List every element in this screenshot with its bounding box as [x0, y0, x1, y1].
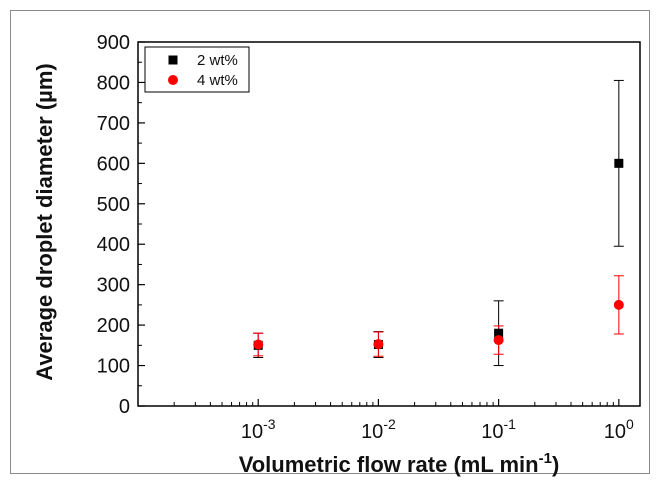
data-point-circle	[373, 339, 384, 350]
x-axis-title: Volumetric flow rate (mL min-1)	[239, 450, 560, 477]
y-tick-label: 600	[97, 153, 130, 175]
x-tick-label-exponent: -2	[383, 416, 396, 432]
y-tick-label: 400	[97, 234, 130, 256]
x-tick-label-exponent: -1	[504, 416, 517, 432]
x-tick-label-base: 10	[241, 421, 263, 443]
legend-label: 4 wt%	[197, 72, 238, 89]
y-tick-label: 700	[97, 113, 130, 135]
y-tick-label: 0	[119, 396, 130, 418]
data-point-square	[614, 158, 624, 168]
legend: 2 wt% 4 wt%	[144, 46, 250, 93]
data-point-circle	[613, 299, 624, 310]
plot-area-border	[137, 41, 641, 407]
data-point-circle	[493, 335, 504, 346]
legend-marker-circle	[168, 75, 178, 85]
x-tick-label-exponent: 0	[626, 416, 634, 432]
x-tick-label: 100	[604, 416, 634, 443]
y-tick-label: 200	[97, 315, 130, 337]
x-axis-title-superscript: -1	[539, 450, 552, 467]
y-tick-label: 800	[97, 72, 130, 94]
y-tick-label: 300	[97, 275, 130, 297]
data-point-circle	[253, 339, 264, 350]
x-tick-label-base: 10	[361, 421, 383, 443]
x-tick-label-base: 10	[604, 421, 626, 443]
x-tick-label-exponent: -3	[263, 416, 276, 432]
legend-label: 2 wt%	[197, 52, 238, 69]
data-marks-group	[253, 79, 624, 367]
x-tick-label: 10-3	[241, 416, 276, 443]
legend-box	[144, 46, 250, 93]
figure-frame	[10, 10, 650, 474]
y-tick-label: 100	[97, 356, 130, 378]
y-axis-title: Average droplet diameter (µm)	[32, 63, 57, 381]
x-tick-label: 10-1	[481, 416, 516, 443]
legend-marker-square	[168, 55, 178, 65]
x-axis-title-main: Volumetric flow rate (mL min	[239, 452, 539, 477]
x-tick-label-base: 10	[481, 421, 503, 443]
x-axis-title-suffix: )	[552, 452, 559, 477]
x-tick-label: 10-2	[361, 416, 396, 443]
data-point-square	[494, 328, 504, 338]
y-tick-label: 500	[97, 194, 130, 216]
y-tick-label: 900	[97, 32, 130, 54]
